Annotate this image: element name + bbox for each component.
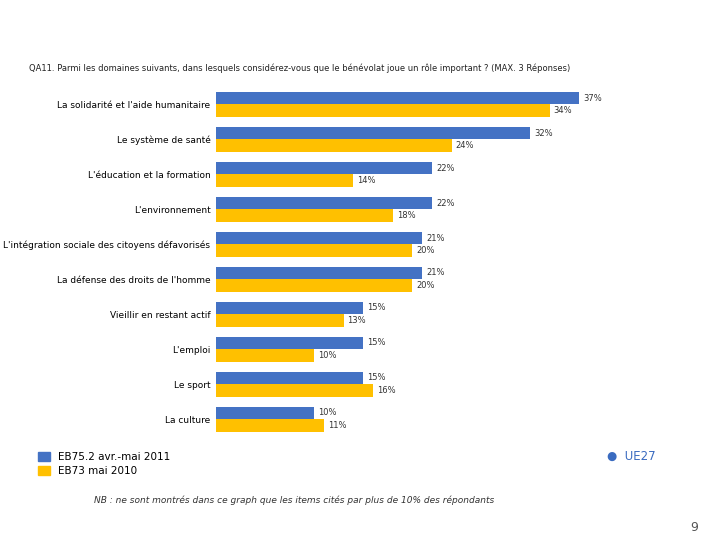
Bar [216, 336, 364, 349]
Bar [216, 420, 324, 432]
Bar [216, 384, 373, 397]
Bar [216, 161, 432, 174]
Bar [216, 349, 314, 362]
Text: 16%: 16% [377, 386, 396, 395]
Text: 15%: 15% [367, 339, 386, 347]
Bar [216, 127, 530, 139]
Text: 22%: 22% [436, 164, 454, 173]
Text: 14%: 14% [357, 177, 376, 185]
Text: 9: 9 [690, 521, 698, 534]
Text: 21%: 21% [426, 268, 445, 278]
Text: QA11. Parmi les domaines suivants, dans lesquels considérez-vous que le bénévola: QA11. Parmi les domaines suivants, dans … [29, 63, 570, 73]
Bar [216, 210, 392, 222]
Bar [216, 104, 550, 117]
Text: NB : ne sont montrés dans ce graph que les items cités par plus de 10% des répon: NB : ne sont montrés dans ce graph que l… [94, 495, 494, 505]
Bar [216, 407, 314, 420]
Text: 13%: 13% [348, 316, 366, 325]
Text: 32%: 32% [534, 129, 553, 138]
Bar [216, 267, 422, 279]
Bar [216, 301, 364, 314]
Text: 18%: 18% [397, 211, 415, 220]
Legend: EB75.2 avr.-mai 2011, EB73 mai 2010: EB75.2 avr.-mai 2011, EB73 mai 2010 [34, 448, 174, 481]
Bar [216, 139, 451, 152]
Text: 37%: 37% [583, 93, 602, 103]
Bar [216, 245, 413, 257]
Bar [216, 314, 343, 327]
Text: ●  UE27: ● UE27 [606, 450, 655, 463]
Text: 20%: 20% [416, 281, 435, 291]
Text: 24%: 24% [456, 141, 474, 150]
Bar [216, 372, 364, 384]
Text: 21%: 21% [426, 233, 445, 242]
Text: 34%: 34% [554, 106, 572, 116]
Text: 20%: 20% [416, 246, 435, 255]
Bar [216, 174, 354, 187]
Text: 22%: 22% [436, 199, 454, 207]
Text: 11%: 11% [328, 421, 346, 430]
Text: 1.3 Le bénévolat comme vecteur d’un certain modèle social européen: 1.3 Le bénévolat comme vecteur d’un cert… [32, 22, 572, 38]
Bar [216, 232, 422, 245]
Text: 10%: 10% [318, 351, 337, 360]
Text: 15%: 15% [367, 303, 386, 313]
Bar [216, 92, 580, 104]
Bar [216, 279, 413, 292]
Text: 15%: 15% [367, 374, 386, 382]
Bar [216, 197, 432, 210]
Text: 10%: 10% [318, 408, 337, 417]
